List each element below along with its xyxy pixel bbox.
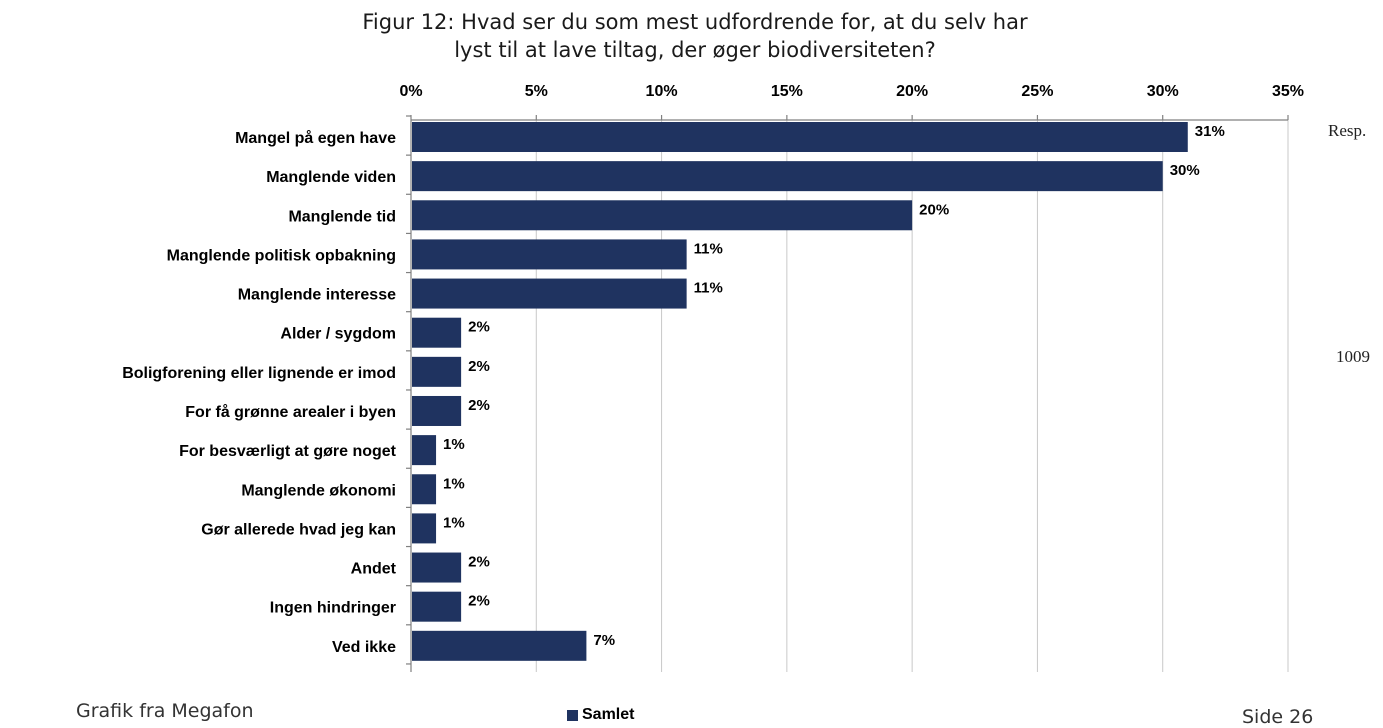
bar xyxy=(412,356,462,387)
category-label: Manglende interesse xyxy=(238,287,396,304)
data-label: 2% xyxy=(468,358,490,375)
chart-title: Figur 12: Hvad ser du som mest udfordren… xyxy=(300,8,1090,64)
x-tick-label: 0% xyxy=(399,83,422,100)
bar xyxy=(412,435,437,466)
category-label: For få grønne arealer i byen xyxy=(185,403,396,421)
legend-label: Samlet xyxy=(582,706,635,723)
x-tick-label: 5% xyxy=(525,83,548,100)
category-label: Ingen hindringer xyxy=(270,600,396,617)
bar xyxy=(412,239,687,270)
x-tick-label: 20% xyxy=(896,83,928,100)
category-label: Ved ikke xyxy=(332,639,396,656)
x-tick-label: 15% xyxy=(771,83,803,100)
x-tick-label: 10% xyxy=(646,83,678,100)
chart-legend: Samlet xyxy=(567,706,634,724)
chart-title-line-1: Figur 12: Hvad ser du som mest udfordren… xyxy=(362,10,1028,34)
bar xyxy=(412,278,687,309)
data-label: 1% xyxy=(443,436,465,453)
bar xyxy=(412,513,437,544)
bar xyxy=(412,591,462,622)
data-label: 2% xyxy=(468,319,490,336)
bar xyxy=(412,122,1188,152)
category-label: Manglende tid xyxy=(288,208,396,225)
legend-swatch xyxy=(567,709,578,721)
category-label: Manglende økonomi xyxy=(241,482,396,499)
category-label: Andet xyxy=(351,561,397,578)
x-tick-label: 25% xyxy=(1021,83,1053,100)
bar xyxy=(412,552,462,583)
bar xyxy=(412,317,462,348)
bar xyxy=(412,395,462,426)
x-tick-label: 35% xyxy=(1272,83,1304,100)
data-label: 30% xyxy=(1170,162,1200,179)
x-tick-label: 30% xyxy=(1147,83,1179,100)
data-label: 1% xyxy=(443,514,465,531)
data-label: 2% xyxy=(468,397,490,414)
data-label: 20% xyxy=(919,201,949,218)
data-label: 2% xyxy=(468,554,490,571)
bar xyxy=(412,474,437,505)
category-label: Gør allerede hvad jeg kan xyxy=(201,521,396,538)
data-label: 11% xyxy=(694,240,723,257)
category-label: For besværligt at gøre noget xyxy=(179,443,397,460)
data-label: 31% xyxy=(1195,123,1225,140)
data-label: 11% xyxy=(694,280,723,297)
source-note: Grafik fra Megafon xyxy=(76,700,254,722)
page-number: Side 26 xyxy=(1242,706,1314,728)
category-label: Mangel på egen have xyxy=(235,129,396,147)
category-label: Manglende politisk opbakning xyxy=(167,247,396,264)
data-label: 2% xyxy=(468,593,490,610)
data-label: 7% xyxy=(593,632,615,649)
bar xyxy=(412,200,913,231)
category-label: Boligforening eller lignende er imod xyxy=(122,365,396,382)
data-label: 1% xyxy=(443,475,465,492)
category-label: Manglende viden xyxy=(266,169,396,186)
chart-title-line-2: lyst til at lave tiltag, der øger biodiv… xyxy=(454,38,936,62)
bar xyxy=(412,161,1163,192)
respondents-header: Resp. xyxy=(1328,121,1367,140)
bar xyxy=(412,630,587,661)
respondents-count: 1009 xyxy=(1336,347,1370,366)
category-label: Alder / sygdom xyxy=(280,326,396,343)
